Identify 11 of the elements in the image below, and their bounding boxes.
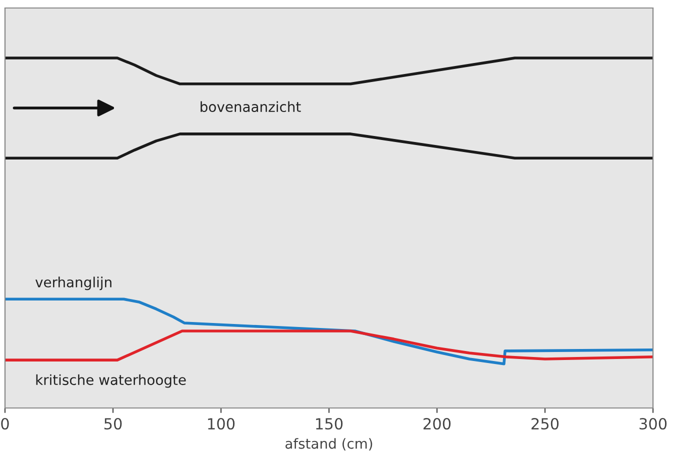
- annotation: bovenaanzicht: [200, 101, 301, 112]
- x-tick-label: 150: [316, 418, 343, 430]
- series-label: verhanglijn: [35, 276, 112, 290]
- x-tick-label: 0: [1, 418, 9, 430]
- x-tick-label: 50: [104, 418, 122, 430]
- x-tick-label: 200: [424, 418, 451, 430]
- x-axis-title: afstand (cm): [286, 438, 372, 450]
- x-tick-label: 100: [208, 418, 235, 430]
- series-label: kritische waterhoogte: [36, 374, 186, 388]
- x-tick-label: 250: [532, 418, 559, 430]
- x-tick-label: 300: [640, 418, 667, 430]
